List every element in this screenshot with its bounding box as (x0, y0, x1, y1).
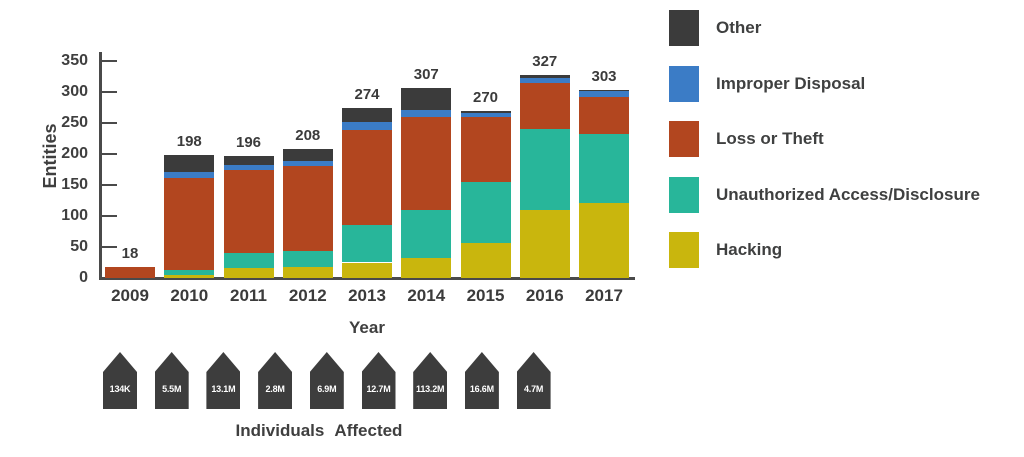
bar-total-2011: 196 (235, 134, 262, 152)
y-tick-label-350: 350 (61, 52, 88, 69)
bar-segment-2012-other (282, 149, 333, 162)
bar-segment-2014-improper-disposal (401, 109, 452, 117)
legend-item-unauthorized-access-disclosure: Unauthorized Access/Disclosure (669, 176, 980, 213)
x-tick-label-2013: 2013 (348, 286, 386, 305)
bar-segment-2013-improper-disposal (342, 122, 392, 131)
y-tick-label-250: 250 (61, 114, 88, 131)
y-tick-label-50: 50 (70, 238, 88, 255)
legend-item-loss-or-theft: Loss or Theft (669, 121, 824, 157)
bar-segment-2016-loss-or-theft (519, 82, 570, 130)
legend-label: Improper Disposal (716, 73, 866, 93)
bar-segment-2012-improper-disposal (282, 161, 333, 166)
legend-item-hacking: Hacking (669, 232, 782, 268)
legend-label: Hacking (716, 240, 783, 259)
bar-total-2014: 307 (413, 65, 439, 83)
x-tick-label-2011: 2011 (230, 286, 267, 305)
bar-segment-2015-other (460, 110, 511, 114)
bar-segment-2014-other (401, 87, 452, 110)
bar-total-2013: 274 (354, 86, 380, 104)
bar-segment-2012-loss-or-theft (282, 165, 333, 251)
bar-segment-2014-loss-or-theft (401, 116, 452, 210)
x-axis-title: Year (349, 318, 385, 337)
bar-segment-2010-other (164, 155, 215, 172)
bar-segment-2011-other (223, 156, 274, 165)
bar-segment-2009-loss-or-theft (105, 266, 155, 278)
y-tick-label-0: 0 (79, 269, 88, 286)
bar-segment-2011-improper-disposal (223, 164, 274, 171)
legend-swatch (669, 10, 699, 46)
bar-segment-2010-hacking (164, 274, 215, 278)
bar-total-2010: 198 (176, 133, 202, 151)
x-tick-label-2016: 2016 (525, 286, 564, 305)
y-tick-100 (102, 215, 117, 217)
bar-segment-2014-unauthorized-access-disclosure (401, 209, 452, 258)
legend-label: Unauthorized Access/Disclosure (716, 184, 980, 204)
bar-segment-2015-unauthorized-access-disclosure (460, 181, 511, 243)
bar-segment-2011-loss-or-theft (223, 170, 274, 253)
bar-total-2017: 303 (591, 68, 617, 86)
x-tick-label-2017: 2017 (585, 286, 623, 305)
legend-swatch (669, 176, 699, 213)
bar-segment-2013-loss-or-theft (342, 130, 392, 226)
bar-segment-2012-unauthorized-access-disclosure (282, 250, 333, 268)
y-tick-350 (102, 60, 117, 62)
bar-total-2016: 327 (532, 53, 558, 71)
y-tick-250 (102, 122, 117, 124)
legend-swatch (669, 65, 699, 102)
bar-segment-2015-hacking (460, 242, 511, 278)
x-tick-label-2009: 2009 (111, 286, 149, 305)
x-tick-label-2010: 2010 (170, 286, 209, 305)
bar-segment-2010-improper-disposal (164, 171, 215, 179)
bar-segment-2012-hacking (282, 267, 333, 278)
bar-segment-2011-hacking (223, 268, 274, 278)
bar-segment-2017-other (579, 90, 629, 92)
y-tick-300 (102, 91, 117, 93)
bar-segment-2015-improper-disposal (460, 113, 511, 117)
x-tick-label-2012: 2012 (288, 286, 327, 305)
y-tick-50 (102, 246, 117, 248)
y-tick-200 (102, 153, 117, 155)
bar-segment-2011-unauthorized-access-disclosure (223, 252, 274, 269)
bar-segment-2017-hacking (579, 202, 629, 278)
x-axis-line (99, 277, 635, 280)
bar-segment-2016-improper-disposal (519, 78, 570, 83)
bar-segment-2013-hacking (342, 262, 392, 278)
legend-item-other: Other (669, 10, 761, 46)
bar-segment-2017-unauthorized-access-disclosure (579, 134, 629, 203)
legend-swatch (669, 121, 699, 157)
x-tick-label-2015: 2015 (466, 286, 505, 305)
legend-label: Loss or Theft (716, 129, 824, 148)
y-axis-line (99, 52, 102, 280)
bar-segment-2017-improper-disposal (579, 91, 629, 97)
y-tick-label-150: 150 (61, 176, 88, 193)
y-tick-label-100: 100 (61, 207, 88, 224)
y-tick-label-200: 200 (61, 145, 88, 162)
x-tick-label-2014: 2014 (407, 286, 446, 305)
y-tick-label-300: 300 (61, 83, 88, 100)
bar-segment-2013-other (342, 108, 392, 123)
bar-segment-2015-loss-or-theft (460, 116, 511, 182)
bar-segment-2014-hacking (401, 257, 452, 278)
bar-segment-2017-loss-or-theft (579, 96, 629, 135)
legend-swatch (669, 232, 699, 268)
legend-label: Other (716, 18, 762, 37)
bar-total-2015: 270 (472, 88, 499, 106)
bar-segment-2013-unauthorized-access-disclosure (342, 225, 392, 263)
bar-segment-2010-unauthorized-access-disclosure (164, 269, 215, 275)
bar-segment-2016-other (519, 75, 570, 79)
bar-segment-2016-unauthorized-access-disclosure (519, 129, 570, 210)
bar-total-2012: 208 (295, 127, 321, 145)
bar-segment-2016-hacking (519, 209, 570, 278)
y-tick-150 (102, 184, 117, 186)
individuals-affected-label: Individuals Affected (235, 421, 403, 440)
bar-total-2009: 18 (121, 244, 139, 262)
legend-item-improper-disposal: Improper Disposal (669, 65, 866, 102)
bar-segment-2010-loss-or-theft (164, 178, 215, 270)
